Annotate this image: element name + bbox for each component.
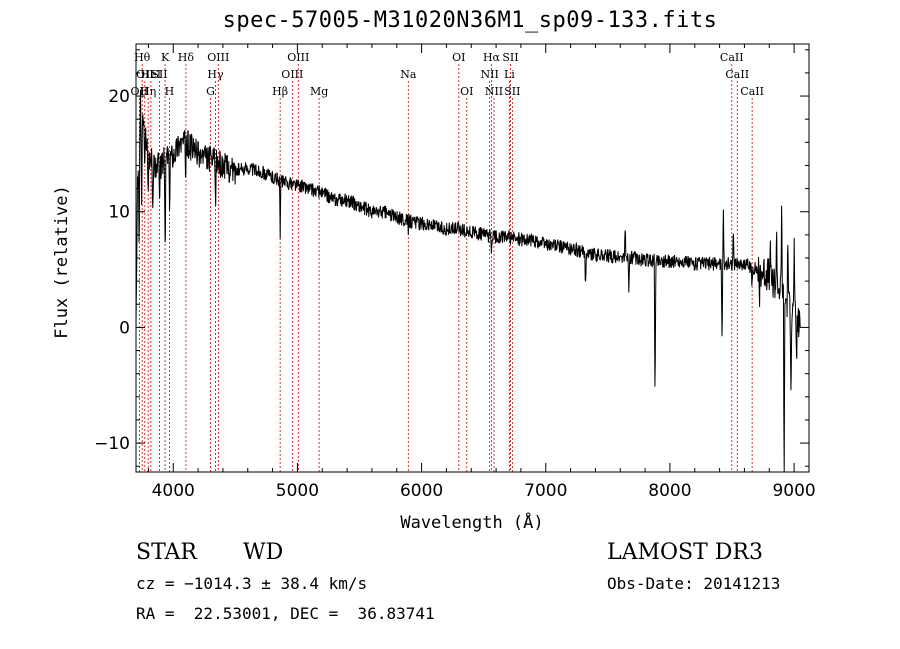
y-tick-label: 20	[108, 87, 130, 107]
x-tick-label: 8000	[648, 481, 691, 501]
line-label: OI	[452, 51, 465, 64]
x-tick-label: 6000	[400, 481, 443, 501]
line-label: OI	[460, 85, 473, 98]
axis-ticks: 4000 5000 6000 7000 8000 9000 −10 0 10 20	[94, 44, 816, 501]
x-tick-label: 4000	[152, 481, 195, 501]
line-label: OII	[136, 68, 154, 81]
line-label: H	[165, 85, 175, 98]
y-axis-label: Flux (relative)	[52, 185, 72, 339]
line-label: K	[161, 51, 170, 64]
chart-title: spec-57005-M31020N36M1_sp09-133.fits	[222, 8, 718, 33]
line-label: CaII	[740, 85, 764, 98]
x-tick-label: 7000	[524, 481, 567, 501]
observation-date: Obs-Date: 20141213	[607, 574, 781, 593]
plot-frame	[135, 43, 810, 473]
line-label: Na	[400, 68, 417, 81]
spectrum-series	[135, 89, 801, 473]
y-tick-label: 0	[119, 318, 130, 338]
line-label: Hη	[140, 85, 156, 98]
spectral-line-markers: OIIHθOIIHηHeISIIKHHδGHγOIIIHβOIIIOIIIMgN…	[130, 51, 764, 472]
y-tick-label: −10	[94, 434, 130, 454]
line-label: HeI	[141, 68, 161, 81]
y-tick-label: 10	[108, 203, 130, 223]
x-axis-label: Wavelength (Å)	[400, 511, 543, 533]
x-tick-label: 5000	[276, 481, 319, 501]
line-label: Hθ	[134, 51, 151, 64]
line-label: Mg	[310, 85, 328, 98]
line-label: CaII	[720, 51, 744, 64]
line-label: OIII	[281, 68, 303, 81]
line-label: Hγ	[207, 68, 224, 81]
redshift-cz: cz = −1014.3 ± 38.4 km/s	[136, 574, 368, 593]
line-label: G	[206, 85, 215, 98]
line-label: Hδ	[178, 51, 195, 64]
line-label: NII	[480, 68, 498, 81]
survey-name: LAMOST DR3	[607, 540, 763, 565]
line-label: Hβ	[272, 85, 288, 98]
line-label: OII	[130, 85, 148, 98]
line-label: NII	[485, 85, 503, 98]
line-label: Hα	[483, 51, 501, 64]
line-label: SII	[504, 85, 520, 98]
spectrum-line	[135, 89, 801, 473]
x-tick-label: 9000	[772, 481, 815, 501]
line-label: OIII	[207, 51, 229, 64]
object-class: STAR	[136, 540, 197, 565]
line-label: CaII	[725, 68, 749, 81]
line-label: OIII	[287, 51, 309, 64]
line-label: Li	[504, 68, 515, 81]
line-label: SII	[502, 51, 518, 64]
object-subclass: WD	[243, 540, 284, 565]
coordinates: RA = 22.53001, DEC = 36.83741	[136, 604, 435, 623]
line-label: SII	[151, 68, 167, 81]
